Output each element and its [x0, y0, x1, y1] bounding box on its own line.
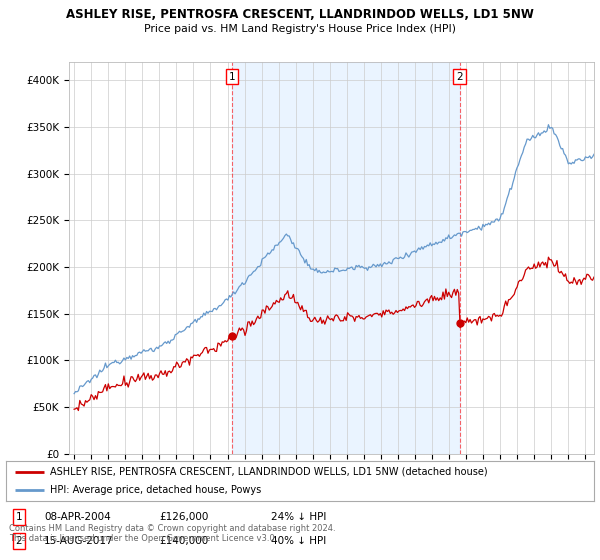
Text: 1: 1 [16, 512, 22, 522]
Text: ASHLEY RISE, PENTROSFA CRESCENT, LLANDRINDOD WELLS, LD1 5NW: ASHLEY RISE, PENTROSFA CRESCENT, LLANDRI… [66, 8, 534, 21]
Text: 08-APR-2004: 08-APR-2004 [44, 512, 111, 522]
Text: 40% ↓ HPI: 40% ↓ HPI [271, 536, 326, 546]
Text: Price paid vs. HM Land Registry's House Price Index (HPI): Price paid vs. HM Land Registry's House … [144, 24, 456, 34]
Bar [232, 62, 460, 454]
Text: 2: 2 [16, 536, 22, 546]
Text: ASHLEY RISE, PENTROSFA CRESCENT, LLANDRINDOD WELLS, LD1 5NW (detached house): ASHLEY RISE, PENTROSFA CRESCENT, LLANDRI… [50, 467, 488, 477]
Text: Contains HM Land Registry data © Crown copyright and database right 2024.: Contains HM Land Registry data © Crown c… [9, 524, 335, 533]
Text: £126,000: £126,000 [159, 512, 208, 522]
Text: 24% ↓ HPI: 24% ↓ HPI [271, 512, 326, 522]
Text: This data is licensed under the Open Government Licence v3.0.: This data is licensed under the Open Gov… [9, 534, 277, 543]
Text: £140,000: £140,000 [159, 536, 208, 546]
Text: HPI: Average price, detached house, Powys: HPI: Average price, detached house, Powy… [50, 486, 262, 495]
Text: 15-AUG-2017: 15-AUG-2017 [44, 536, 114, 546]
Text: 2: 2 [457, 72, 463, 82]
Text: 1: 1 [229, 72, 235, 82]
